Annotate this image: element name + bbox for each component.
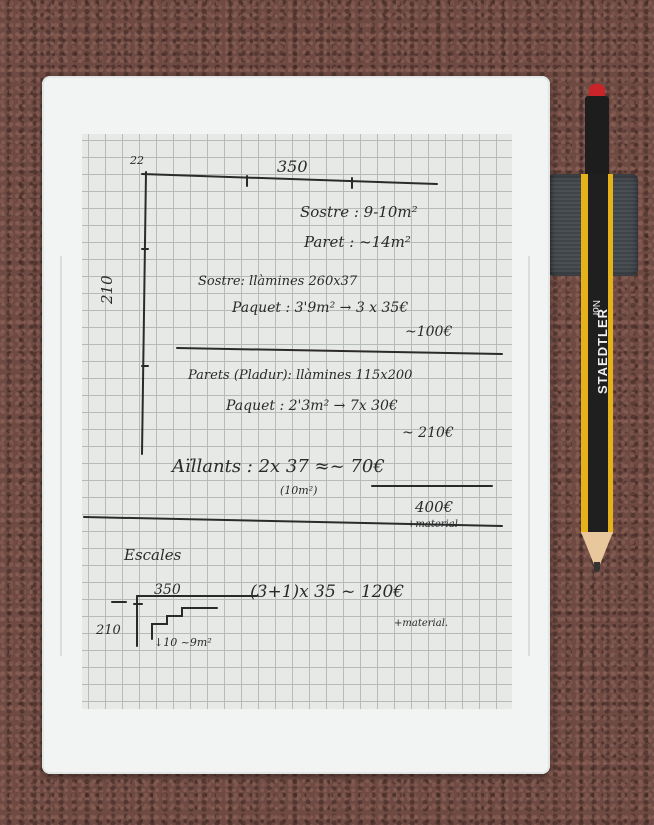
e-ink-tablet: 22 350 210 Sostre : 9-10m² Paret : ~14m²…	[42, 76, 550, 774]
note-total: 400€	[414, 498, 454, 516]
note-aillants-area: (10m²)	[280, 484, 317, 497]
note-parets-line: Parets (Pladur): llàmines 115x200	[187, 368, 412, 383]
left-wall-line	[141, 171, 147, 455]
section-divider	[83, 516, 503, 527]
tablet-left-edge	[60, 256, 62, 656]
note-escales-heading: Escales	[123, 546, 182, 564]
tablet-right-edge	[528, 256, 530, 656]
staedtler-pencil: Nor STAEDTLER	[574, 84, 622, 584]
note-esc-210: 210	[95, 623, 121, 638]
note-canvas[interactable]: 22 350 210 Sostre : 9-10m² Paret : ~14m²…	[82, 134, 512, 709]
note-total-material: +material	[407, 519, 458, 530]
note-sostre-area: Sostre : 9-10m²	[300, 203, 418, 221]
note-esc-small: ↓10 ~9m²	[154, 636, 212, 649]
handwriting-layer: 22 350 210 Sostre : 9-10m² Paret : ~14m²…	[83, 154, 503, 649]
note-approx-1: ~100€	[405, 324, 452, 340]
note-aillants: Aïllants : 2x 37 ≈~ 70€	[170, 456, 385, 477]
note-paquet-1: Paquet : 3'9m² → 3 x 35€	[231, 300, 408, 316]
stair-steps	[151, 607, 218, 640]
note-paret-area: Paret : ~14m²	[303, 233, 411, 251]
note-approx-2: ~ 210€	[402, 425, 454, 441]
top-dimension-line	[141, 173, 438, 185]
pencil-eraser-cap	[589, 84, 605, 98]
note-dim-350: 350	[277, 157, 308, 176]
pencil-brand-text: STAEDTLER	[595, 307, 610, 394]
note-dim-210: 210	[98, 275, 116, 305]
note-esc-material: +material.	[394, 618, 448, 629]
note-dim-22: 22	[129, 154, 144, 167]
note-paquet-2: Paquet : 2'3m² → 7x 30€	[225, 398, 398, 414]
divider-1	[176, 347, 503, 355]
note-esc-350: 350	[154, 582, 181, 598]
pencil-lead	[594, 562, 600, 572]
note-esc-formula: (3+1)x 35 ~ 120€	[250, 582, 404, 602]
pencil-body: Nor STAEDTLER	[581, 174, 613, 534]
note-sostre-line: Sostre: llàmines 260x37	[198, 274, 358, 289]
